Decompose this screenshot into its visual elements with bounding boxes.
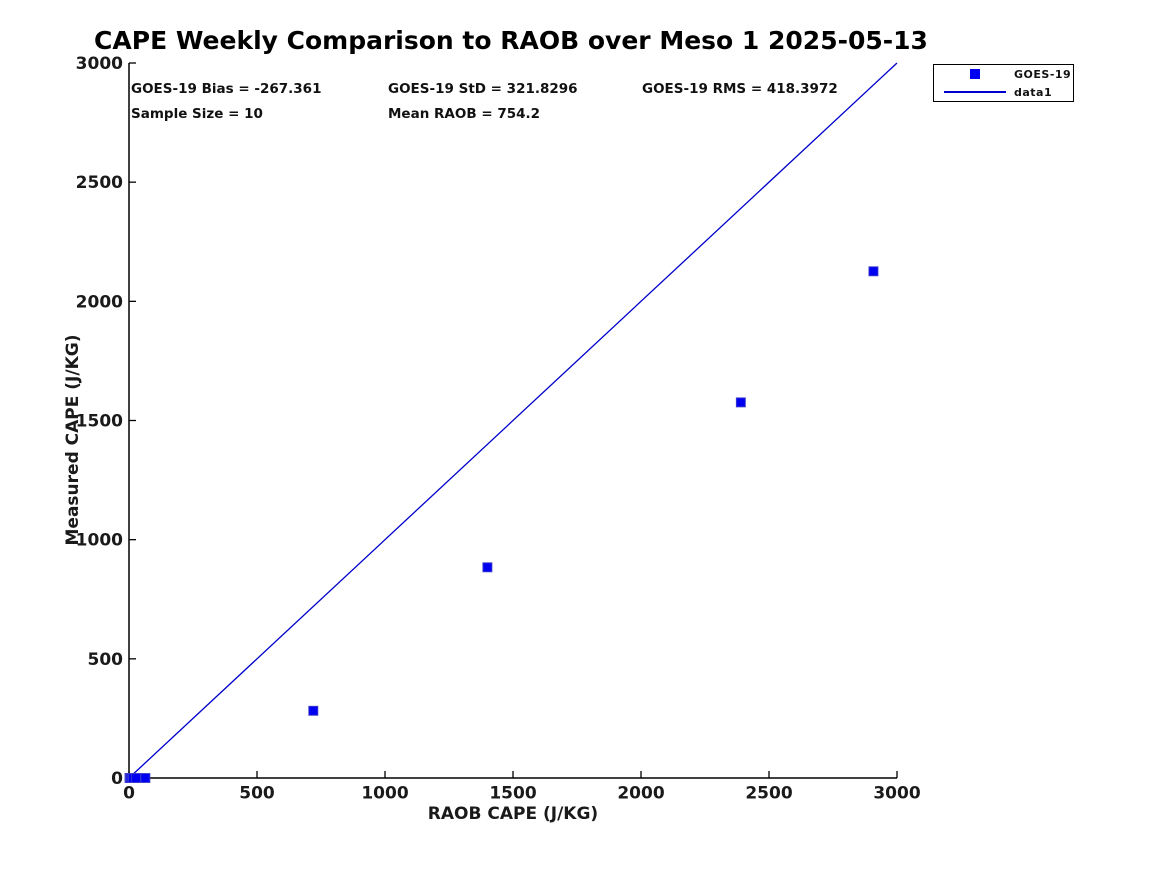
legend-swatch-data1 bbox=[944, 91, 1006, 93]
x-tick-label: 3000 bbox=[873, 784, 920, 804]
y-tick-label: 3000 bbox=[76, 54, 123, 74]
stat-rms: GOES-19 RMS = 418.3972 bbox=[642, 81, 838, 97]
line-swatch-icon bbox=[944, 91, 1006, 93]
legend-label-data1: data1 bbox=[1014, 85, 1053, 99]
data-point bbox=[868, 266, 879, 277]
data-point bbox=[482, 562, 493, 573]
legend-label-goes19: GOES-19 bbox=[1014, 67, 1072, 81]
x-tick-label: 2500 bbox=[745, 784, 792, 804]
data-point bbox=[308, 705, 319, 716]
x-axis-label: RAOB CAPE (J/KG) bbox=[427, 804, 599, 824]
y-tick-label: 1000 bbox=[76, 531, 123, 551]
legend-item-goes19: GOES-19 bbox=[934, 66, 1073, 82]
x-tick-label: 500 bbox=[239, 784, 275, 804]
y-tick-label: 2000 bbox=[76, 292, 123, 312]
stat-mean-raob: Mean RAOB = 754.2 bbox=[388, 106, 541, 122]
chart-title: CAPE Weekly Comparison to RAOB over Meso… bbox=[94, 26, 928, 55]
legend-item-data1: data1 bbox=[934, 84, 1073, 100]
data-point bbox=[140, 773, 151, 783]
legend-swatch-goes19 bbox=[944, 69, 1006, 79]
y-tick-label: 2500 bbox=[76, 173, 123, 193]
x-tick-label: 2000 bbox=[617, 784, 664, 804]
y-axis-label: Measured CAPE (J/KG) bbox=[63, 334, 83, 546]
stat-bias: GOES-19 Bias = -267.361 bbox=[131, 81, 322, 97]
stat-sample-size: Sample Size = 10 bbox=[131, 106, 263, 122]
y-tick-label: 0 bbox=[111, 769, 123, 789]
square-marker-icon bbox=[970, 69, 980, 79]
x-tick-label: 0 bbox=[123, 784, 135, 804]
data-point bbox=[735, 397, 746, 408]
identity-line bbox=[128, 62, 898, 779]
x-tick-label: 1500 bbox=[489, 784, 536, 804]
y-tick-label: 500 bbox=[88, 650, 124, 670]
stat-std: GOES-19 StD = 321.8296 bbox=[388, 81, 578, 97]
x-tick-label: 1000 bbox=[361, 784, 408, 804]
data-point bbox=[131, 773, 142, 783]
y-tick-label: 1500 bbox=[76, 412, 123, 432]
legend: GOES-19 data1 bbox=[933, 64, 1074, 102]
